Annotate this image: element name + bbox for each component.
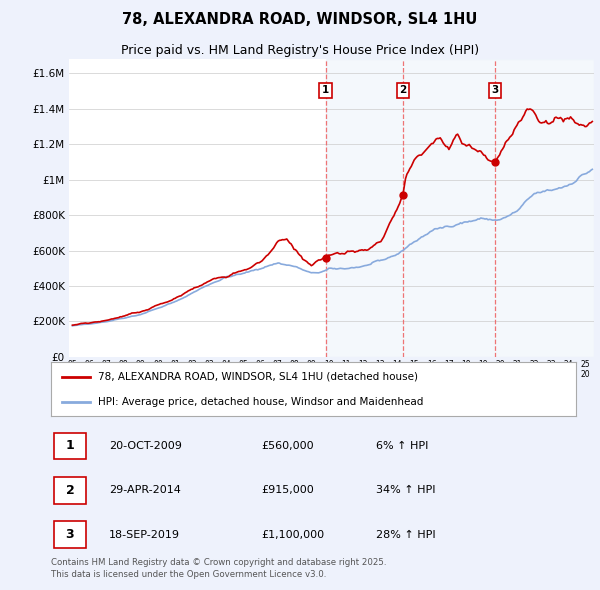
Text: 6% ↑ HPI: 6% ↑ HPI bbox=[377, 441, 429, 451]
Text: 1: 1 bbox=[65, 440, 74, 453]
Text: 34% ↑ HPI: 34% ↑ HPI bbox=[377, 486, 436, 495]
Text: £915,000: £915,000 bbox=[261, 486, 314, 495]
Text: £560,000: £560,000 bbox=[261, 441, 314, 451]
Text: HPI: Average price, detached house, Windsor and Maidenhead: HPI: Average price, detached house, Wind… bbox=[98, 398, 424, 407]
Text: 78, ALEXANDRA ROAD, WINDSOR, SL4 1HU (detached house): 78, ALEXANDRA ROAD, WINDSOR, SL4 1HU (de… bbox=[98, 372, 418, 382]
FancyBboxPatch shape bbox=[53, 432, 86, 459]
Text: £1,100,000: £1,100,000 bbox=[261, 530, 324, 540]
Text: 28% ↑ HPI: 28% ↑ HPI bbox=[377, 530, 436, 540]
FancyBboxPatch shape bbox=[53, 522, 86, 548]
Bar bbox=[326, 59, 594, 357]
Text: 1: 1 bbox=[322, 86, 329, 95]
Text: 78, ALEXANDRA ROAD, WINDSOR, SL4 1HU: 78, ALEXANDRA ROAD, WINDSOR, SL4 1HU bbox=[122, 12, 478, 27]
Text: 18-SEP-2019: 18-SEP-2019 bbox=[109, 530, 180, 540]
FancyBboxPatch shape bbox=[53, 477, 86, 504]
Text: Contains HM Land Registry data © Crown copyright and database right 2025.
This d: Contains HM Land Registry data © Crown c… bbox=[51, 558, 386, 579]
Text: 3: 3 bbox=[491, 86, 499, 95]
Text: 29-APR-2014: 29-APR-2014 bbox=[109, 486, 181, 495]
Text: 3: 3 bbox=[65, 528, 74, 541]
Text: Price paid vs. HM Land Registry's House Price Index (HPI): Price paid vs. HM Land Registry's House … bbox=[121, 44, 479, 57]
Text: 2: 2 bbox=[65, 484, 74, 497]
Text: 20-OCT-2009: 20-OCT-2009 bbox=[109, 441, 182, 451]
Text: 2: 2 bbox=[400, 86, 407, 95]
